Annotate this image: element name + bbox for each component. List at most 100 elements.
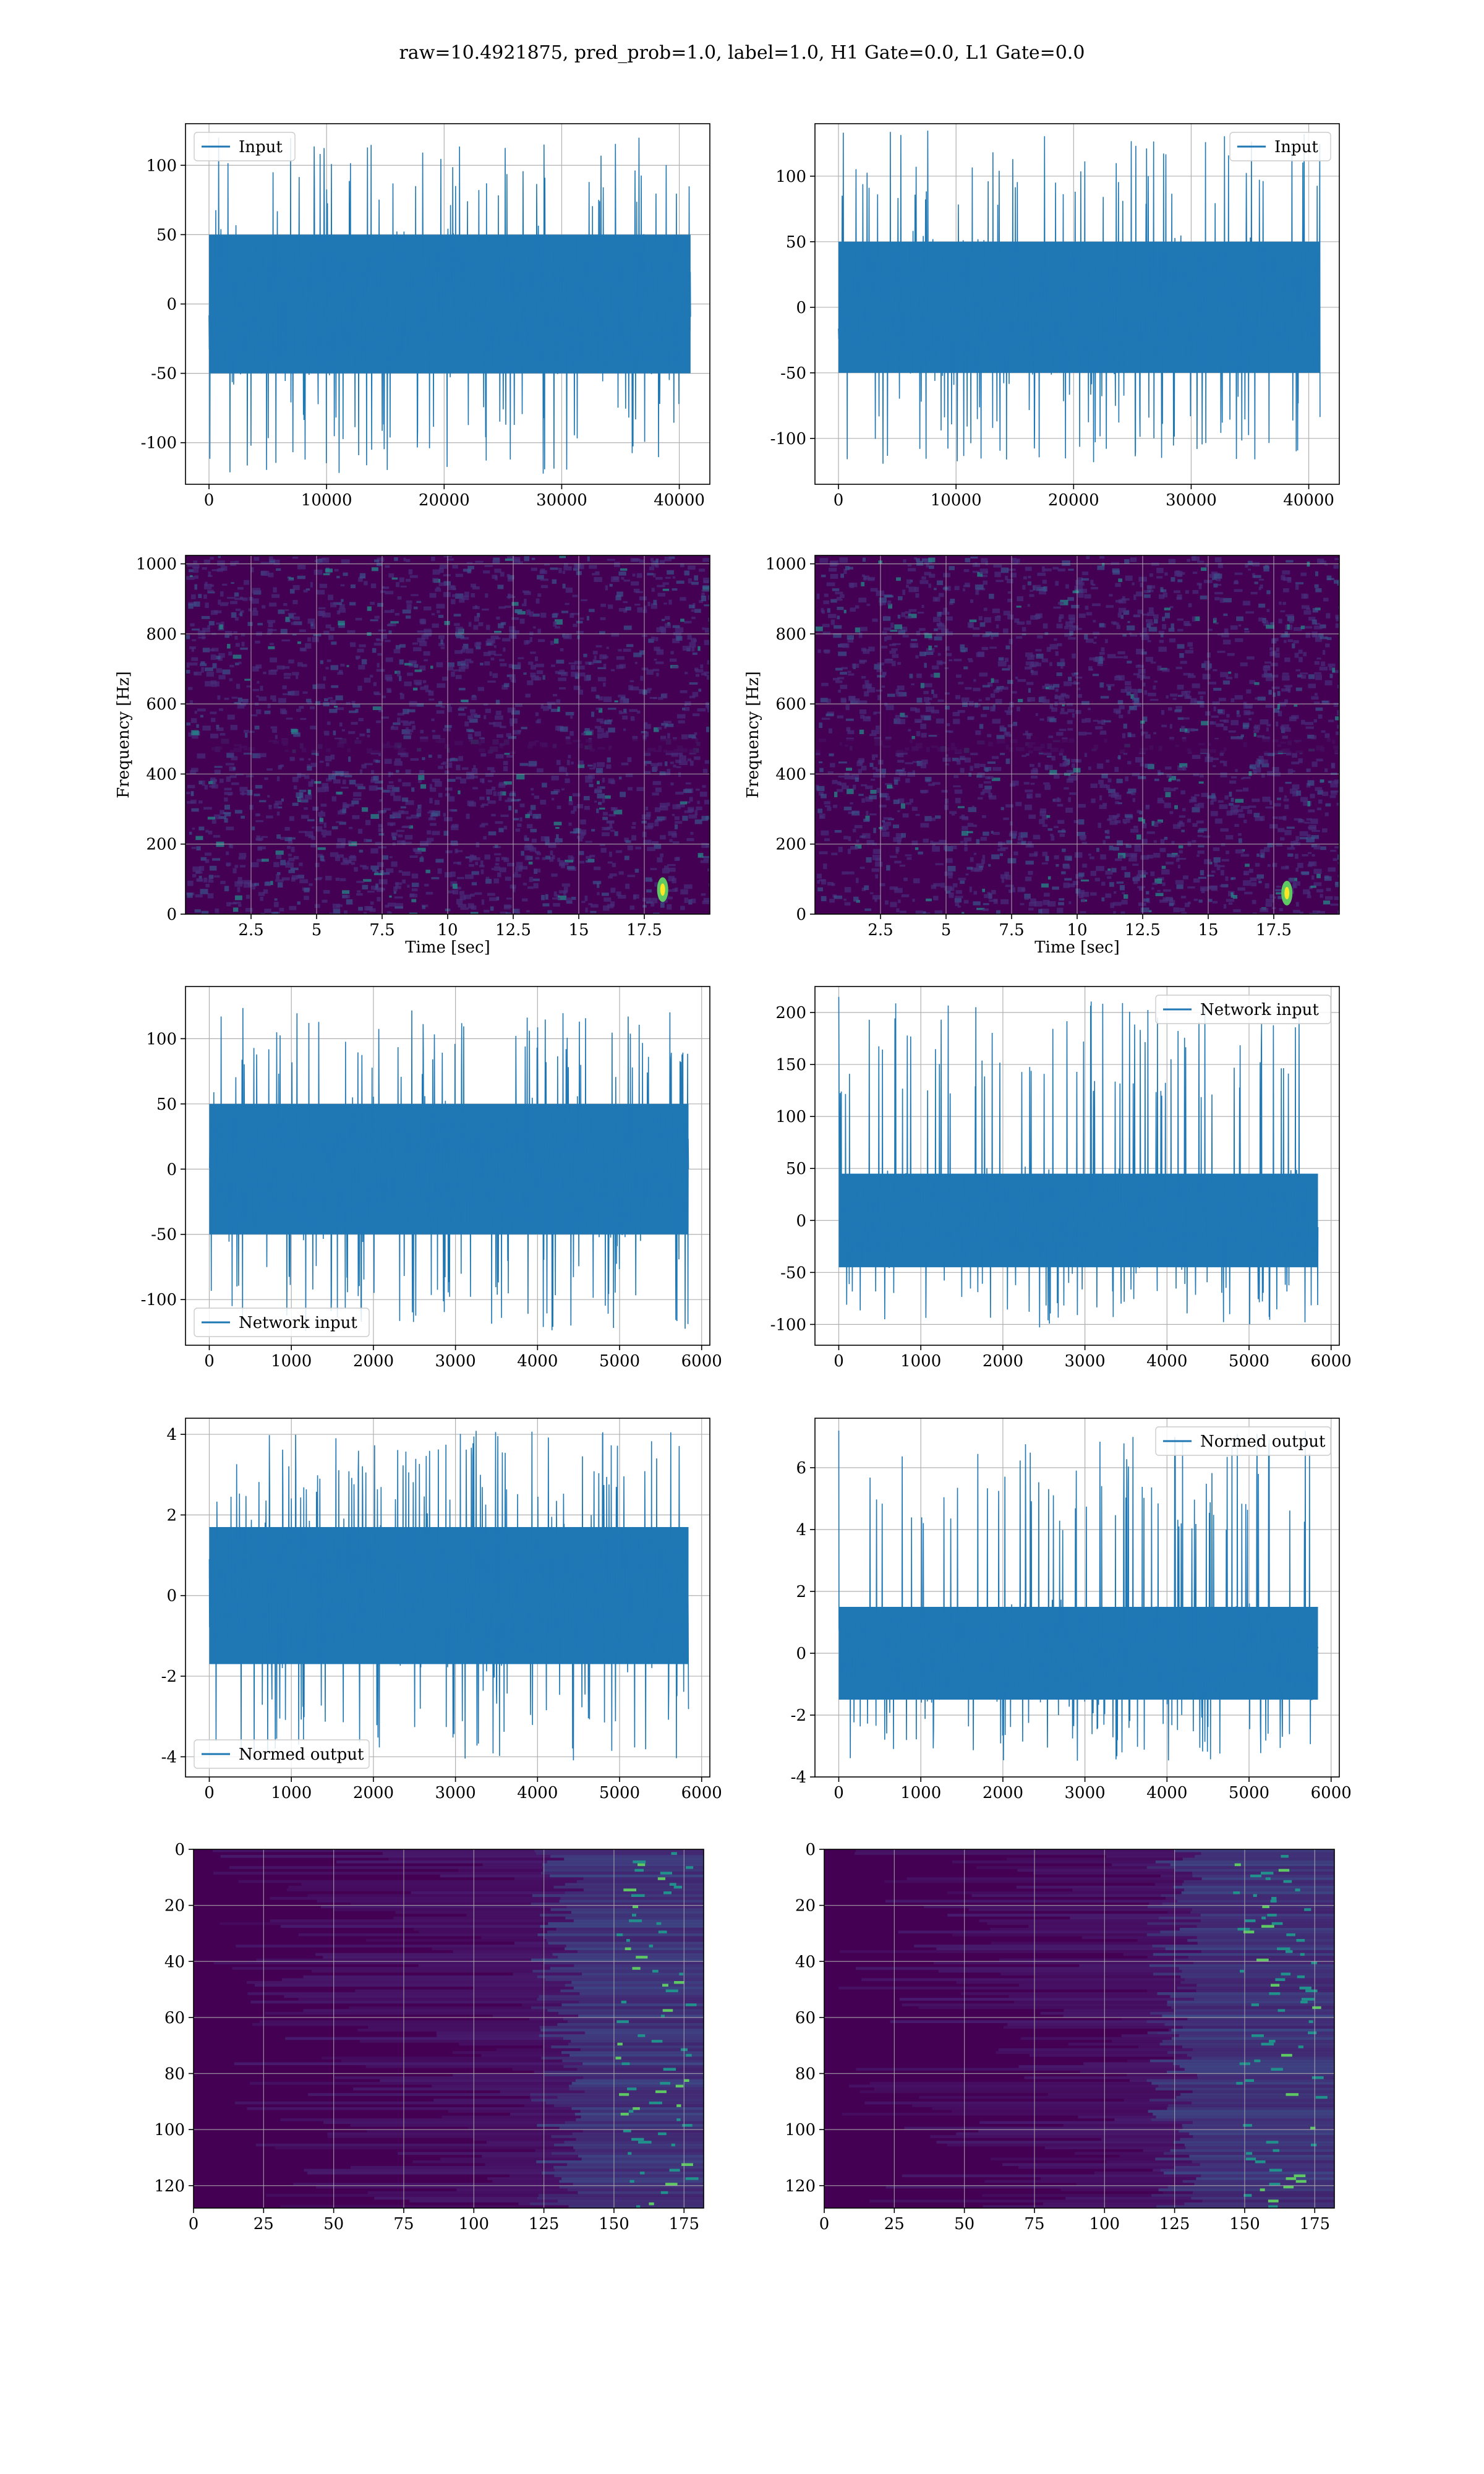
heatmap-cell <box>1075 888 1081 894</box>
heatmap-cell <box>224 792 233 795</box>
heatmap-cell <box>624 837 629 842</box>
heatmap-cell <box>297 901 301 905</box>
heatmap-cell <box>602 832 610 836</box>
heatmap-cell <box>885 704 894 711</box>
heatmap-cell <box>1010 573 1017 578</box>
heatmap-cell <box>1266 676 1274 682</box>
heatmap-cell <box>627 875 635 878</box>
heatmap-cell <box>304 775 310 779</box>
heatmap-cell <box>1015 802 1022 807</box>
heatmap-cell <box>508 635 516 638</box>
heatmap-cell <box>1243 870 1250 876</box>
heatmap-cell <box>474 714 480 718</box>
heatmap-cell <box>369 785 378 791</box>
heatmap-cell <box>241 633 245 636</box>
heatmap-cell <box>1107 876 1112 879</box>
heatmap-cell <box>991 889 996 894</box>
heatmap-cell <box>1051 836 1055 841</box>
heatmap-cell <box>394 761 403 766</box>
heatmap-cell <box>1326 613 1331 618</box>
heatmap-cell <box>553 1885 704 1889</box>
heatmap-cell <box>1272 766 1279 773</box>
heatmap-cell <box>637 710 641 714</box>
heatmap-cell <box>1050 834 1054 836</box>
heatmap-cell <box>1064 681 1072 687</box>
heatmap-cell <box>256 835 261 841</box>
heatmap-cell <box>373 682 377 687</box>
heatmap-cell <box>697 800 700 805</box>
heatmap-cell <box>834 625 842 629</box>
heatmap-cell <box>1064 878 1072 881</box>
heatmap-cell <box>1217 800 1224 803</box>
heatmap-cell <box>1299 911 1303 914</box>
heatmap-cell <box>561 2051 704 2054</box>
heatmap-cell <box>1026 734 1031 740</box>
heatmap-cell <box>283 666 290 669</box>
heatmap-cell <box>524 640 529 645</box>
heatmap-cell <box>242 699 249 704</box>
heatmap-cell <box>998 657 1004 661</box>
heatmap-cell <box>239 703 247 706</box>
heatmap-cell <box>945 705 950 710</box>
heatmap-cell <box>208 571 211 577</box>
heatmap-cell <box>897 760 905 763</box>
heatmap-cell <box>1335 614 1339 619</box>
heatmap-cell <box>1260 719 1269 725</box>
heatmap-cell <box>526 824 533 829</box>
heatmap-cell <box>1135 689 1139 693</box>
heatmap-cell <box>985 776 994 779</box>
heatmap-cell <box>211 682 217 687</box>
heatmap-cell <box>653 599 657 606</box>
heatmap-cell <box>992 832 1000 835</box>
heatmap-cell <box>542 1863 704 1867</box>
heatmap-cell <box>230 725 237 730</box>
heatmap-cell <box>588 662 592 666</box>
heatmap-cell <box>466 774 475 779</box>
heatmap-cell <box>660 2082 670 2085</box>
heatmap-cell <box>957 905 962 908</box>
heatmap-cell <box>843 609 846 614</box>
heatmap-cell <box>1034 901 1043 907</box>
heatmap-cell <box>325 624 331 628</box>
heatmap-cell <box>1115 656 1124 659</box>
heatmap-cell <box>232 654 242 659</box>
heatmap-cell <box>1286 751 1292 756</box>
heatmap-cell <box>1213 669 1217 672</box>
heatmap-cell <box>1081 719 1086 723</box>
heatmap-cell <box>602 826 610 831</box>
heatmap-cell <box>363 912 367 914</box>
heatmap-cell <box>1143 682 1146 687</box>
heatmap-cell <box>1266 899 1274 903</box>
heatmap-cell <box>375 787 383 790</box>
heatmap-cell <box>982 789 991 794</box>
heatmap-cell <box>931 709 939 714</box>
heatmap-cell <box>927 817 936 821</box>
heatmap-cell <box>335 857 341 862</box>
heatmap-cell <box>1325 896 1333 900</box>
heatmap-cell <box>191 730 199 735</box>
heatmap-cell <box>435 704 443 707</box>
heatmap-cell <box>1255 761 1260 766</box>
heatmap-cell <box>1146 891 1149 895</box>
heatmap-cell <box>262 605 266 609</box>
heatmap-cell <box>879 793 887 798</box>
heatmap-cell <box>292 802 299 807</box>
heatmap-cell <box>1339 763 1345 766</box>
heatmap-cell <box>695 669 704 673</box>
heatmap-cell <box>920 763 927 769</box>
heatmap-cell <box>973 891 978 895</box>
x-tick-label: 1000 <box>900 1784 941 1802</box>
heatmap-cell <box>991 678 994 683</box>
heatmap-cell <box>1057 803 1064 807</box>
heatmap-cell <box>852 784 856 790</box>
heatmap-cell <box>589 768 595 770</box>
heatmap-cell <box>1174 787 1179 790</box>
heatmap-cell <box>1282 735 1288 739</box>
heatmap-cell <box>929 573 936 578</box>
heatmap-cell <box>625 606 631 611</box>
heatmap-cell <box>535 1852 704 1856</box>
heatmap-cell <box>1029 853 1038 857</box>
heatmap-cell <box>619 2093 629 2096</box>
heatmap-cell <box>400 693 404 700</box>
heatmap-cell <box>1158 772 1164 775</box>
